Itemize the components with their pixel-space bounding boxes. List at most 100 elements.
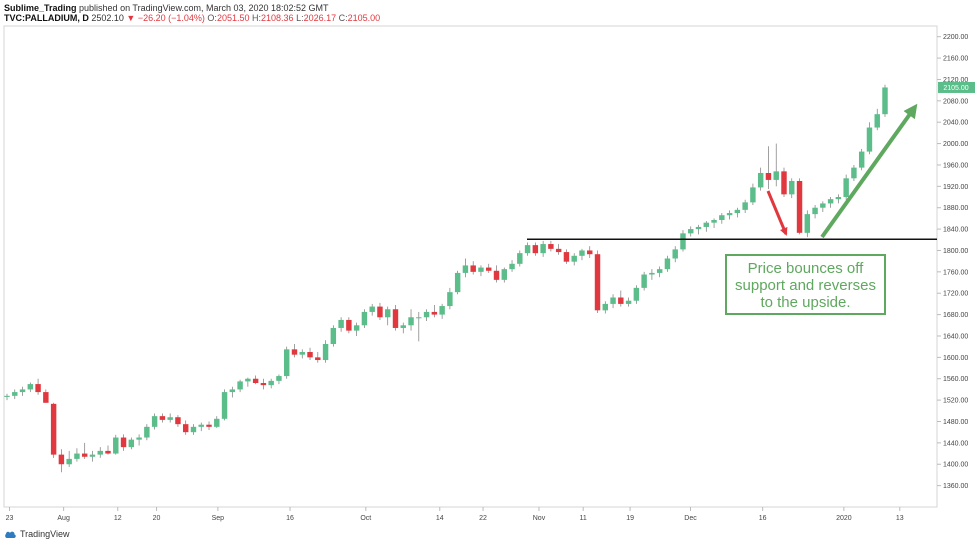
candle[interactable] [812,205,818,219]
candle[interactable] [276,374,282,385]
candle[interactable] [175,415,181,427]
candle[interactable] [353,322,360,336]
candle[interactable] [641,271,647,291]
candle[interactable] [509,260,515,272]
candle[interactable] [517,250,523,267]
candle[interactable] [206,421,212,431]
candle[interactable] [742,199,748,214]
candle[interactable] [50,402,57,458]
candle[interactable] [338,317,344,332]
candle[interactable] [486,263,492,273]
candle[interactable] [594,250,601,313]
candle[interactable] [789,178,795,199]
candle[interactable] [851,164,857,181]
candle[interactable] [369,303,375,316]
candle[interactable] [361,309,368,328]
candle[interactable] [664,255,671,272]
candle[interactable] [649,269,655,280]
candle[interactable] [27,382,34,393]
candle[interactable] [625,297,632,307]
candle[interactable] [447,287,453,310]
candle[interactable] [43,389,49,403]
candle[interactable] [283,346,290,379]
candle[interactable] [307,347,313,361]
candle[interactable] [58,449,65,473]
candle[interactable] [66,450,72,467]
candle[interactable] [610,294,616,309]
candle[interactable] [874,108,880,131]
candle[interactable] [571,253,577,266]
candle[interactable] [299,349,305,359]
candle[interactable] [726,210,733,220]
candle[interactable] [113,434,119,455]
candle[interactable] [159,413,166,423]
candle[interactable] [260,378,267,390]
candle[interactable] [19,386,26,396]
candle[interactable] [167,413,173,423]
candle[interactable] [35,378,41,395]
candle[interactable] [711,218,717,229]
candle[interactable] [377,302,383,320]
author-name[interactable]: Sublime_Trading [4,3,77,13]
candle[interactable] [408,309,414,331]
candle[interactable] [74,448,80,462]
candle[interactable] [462,258,469,278]
candle[interactable] [757,167,764,191]
candle[interactable] [221,389,228,421]
candle[interactable] [315,352,321,363]
candle[interactable] [532,242,539,256]
candle[interactable] [835,194,842,204]
candle[interactable] [781,167,787,198]
candle[interactable] [431,304,438,318]
candle[interactable] [680,230,686,252]
candle[interactable] [423,309,430,322]
candle[interactable] [252,375,259,385]
candle[interactable] [719,213,725,224]
candle[interactable] [322,340,329,363]
candle[interactable] [81,442,88,459]
candle[interactable] [470,261,476,275]
candle[interactable] [563,249,570,264]
candle[interactable] [524,242,531,256]
candle[interactable] [120,434,127,451]
candle[interactable] [136,434,142,446]
candle[interactable] [734,207,741,218]
candle[interactable] [190,424,197,435]
candle[interactable] [385,306,391,326]
candle[interactable] [858,148,865,171]
candle[interactable] [773,143,779,187]
candle[interactable] [587,246,593,258]
candle[interactable] [198,422,204,432]
candle[interactable] [182,420,189,435]
candle[interactable] [656,266,663,278]
candle[interactable] [392,304,399,331]
candle[interactable] [478,265,484,277]
candle[interactable] [633,285,640,304]
candle[interactable] [866,122,873,155]
candle[interactable] [750,183,756,206]
candle[interactable] [214,416,220,428]
candle[interactable] [493,265,500,283]
tradingview-branding[interactable]: TradingView [4,527,70,541]
candle[interactable] [105,445,111,455]
candle[interactable] [330,325,337,347]
candle[interactable] [765,146,772,190]
candle[interactable] [820,201,826,212]
candle[interactable] [703,221,710,232]
candle[interactable] [695,224,702,235]
candle[interactable] [4,393,10,401]
candle[interactable] [555,244,562,255]
candle[interactable] [291,343,298,358]
candle[interactable] [400,322,406,334]
candle[interactable] [97,447,103,458]
candle[interactable] [672,246,678,263]
candle[interactable] [144,424,150,441]
candle[interactable] [579,248,585,261]
candle[interactable] [688,226,694,237]
annotation-box[interactable]: Price bounces off support and reverses to … [725,254,886,315]
candle[interactable] [827,197,834,208]
candle[interactable] [602,301,609,314]
candle[interactable] [540,240,546,257]
candle[interactable] [618,290,624,307]
candle[interactable] [501,267,507,283]
